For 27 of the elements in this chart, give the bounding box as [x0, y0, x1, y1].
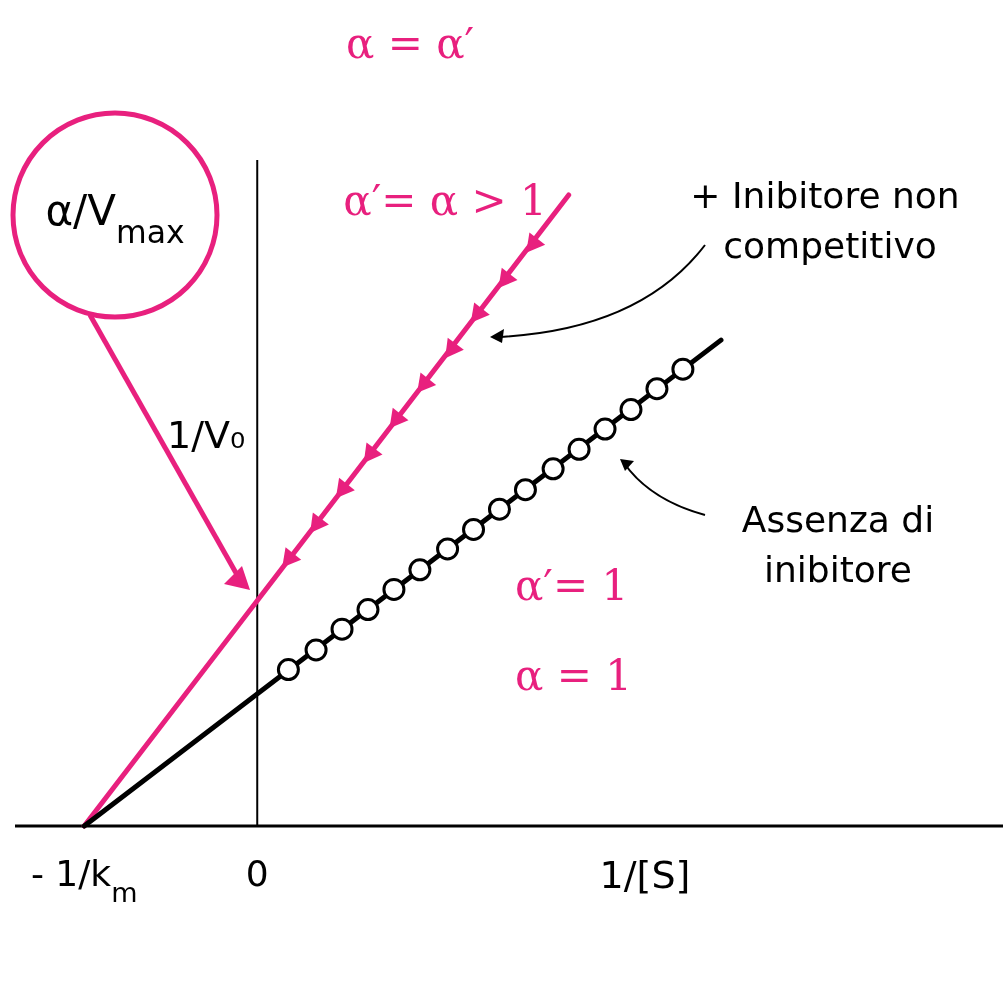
- annotation: Assenza di inibitore: [741, 499, 935, 590]
- annotation: + Inibitore non competitivo: [690, 175, 960, 266]
- point: [304, 638, 328, 662]
- point: [593, 417, 617, 441]
- point: [436, 537, 460, 561]
- annotation: α/V$_{max}$: [45, 186, 185, 250]
- point: [671, 357, 695, 381]
- point: [541, 457, 565, 481]
- y-axis-title: 1/V₀: [167, 413, 246, 457]
- point: [462, 517, 486, 541]
- text: α = α′: [345, 19, 475, 68]
- annotation: α′= 1: [515, 561, 629, 610]
- point: [382, 577, 406, 601]
- point: [276, 658, 300, 682]
- point: [408, 558, 432, 582]
- point: [356, 598, 380, 622]
- point: [513, 478, 537, 502]
- point: [567, 437, 591, 461]
- x-tick-label: 0: [245, 853, 269, 894]
- point: [645, 377, 669, 401]
- annotation: α = 1: [515, 651, 632, 700]
- point: [330, 617, 354, 641]
- annotation: α′= α > 1: [343, 176, 547, 225]
- x-tick-label: - 1/k$_{m}$: [30, 853, 138, 908]
- point: [487, 497, 511, 521]
- x-axis-title: 1/[S]: [599, 853, 691, 897]
- point: [619, 398, 643, 422]
